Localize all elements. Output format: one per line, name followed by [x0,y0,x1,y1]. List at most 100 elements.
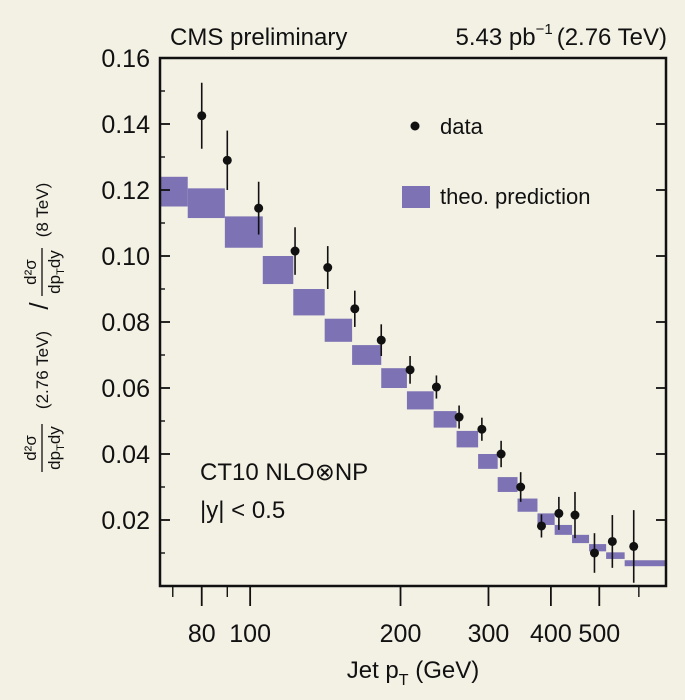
data-marker-0 [197,111,207,121]
theory-band-15 [554,524,573,535]
data-point-8 [431,375,441,399]
data-marker-15 [570,510,580,520]
theory-band-2 [224,216,263,248]
data-point-10 [477,417,487,441]
x-tick-label-2: 200 [380,620,422,648]
theory-band-19 [624,560,666,567]
x-tick-label-3: 300 [468,620,510,648]
x-label-text: Jet p [347,657,399,684]
energy-label: (2.76 TeV) [557,24,667,51]
theory-band-11 [478,454,498,469]
data-point-0 [197,82,207,149]
x-axis-label: Jet pT (GeV) [347,657,480,689]
theory-band-1 [187,188,225,219]
theory-band-6 [352,345,382,365]
x-label-unit: (GeV) [409,657,480,684]
y-tick-label-6: 0.14 [101,111,150,139]
data-point-18 [629,510,639,583]
y-den1-dy: dy [45,426,64,444]
x-tick-label-4: 400 [530,620,572,648]
y-den1-sub: T [55,444,67,451]
data-point-4 [323,246,333,289]
data-marker-4 [323,263,333,273]
data-marker-16 [589,548,599,558]
data-marker-6 [376,335,386,345]
theory-band-5 [324,318,353,342]
data-point-17 [607,515,617,568]
y-tick-label-2: 0.06 [101,375,150,403]
y-label-den1: dpTdy [45,426,67,470]
y-tick-label-1: 0.04 [101,441,150,469]
x-tick-label-5: 500 [578,620,620,648]
theory-band-7 [381,368,407,388]
data-marker-8 [431,382,441,392]
theory-band-14 [537,513,555,525]
data-point-13 [536,514,546,538]
data-marker-11 [496,449,506,459]
legend-theory-swatch [402,186,430,208]
theory-band-12 [497,477,518,492]
data-point-2 [254,181,264,235]
annotation-rapidity: |y| < 0.5 [200,497,285,524]
theory-band-16 [572,534,590,544]
x-tick-label-1: 100 [229,620,271,648]
y-tick-label-4: 0.10 [101,243,150,271]
theory-band-17 [589,544,607,552]
y-den1-dp: dp [45,451,64,470]
legend: data theo. prediction [402,114,590,209]
data-marker-3 [290,246,300,256]
theory-band-18 [606,552,625,559]
data-points-layer [197,82,639,583]
y-label-slash: / [24,302,54,310]
data-point-5 [350,290,360,327]
theory-band-9 [433,411,457,428]
data-point-9 [454,405,464,429]
data-point-1 [222,130,232,190]
y-label-den2: dpTdy [45,250,67,294]
theory-band-13 [517,498,538,512]
data-point-6 [376,324,386,356]
legend-theory-label: theo. prediction [440,184,590,209]
data-point-11 [496,440,506,468]
data-point-14 [554,496,564,530]
x-axis: 80 100 200 300 400 500 [172,586,640,648]
y-tick-label-7: 0.16 [101,45,150,73]
x-label-subscript: T [399,672,409,689]
data-marker-2 [254,203,264,213]
y-axis-label: d²σ dpTdy (2.76 TeV) / d²σ dpTdy (8 TeV) [21,183,67,472]
data-marker-18 [629,541,639,551]
y-axis: 0.02 0.04 0.06 0.08 0.10 0.12 0.14 0.16 [101,45,666,554]
y-den2-dp: dp [45,275,64,294]
data-marker-12 [516,482,526,492]
data-marker-17 [607,536,617,546]
plot-area [160,58,666,586]
data-marker-1 [222,155,232,165]
data-marker-10 [477,424,487,434]
theory-band-3 [262,256,294,285]
data-marker-7 [405,365,415,375]
data-point-15 [570,491,580,539]
data-point-7 [405,355,415,384]
data-point-16 [589,533,599,573]
theory-band-0 [160,176,188,207]
theory-band-8 [406,391,434,410]
data-point-3 [290,227,300,275]
y-tick-label-3: 0.08 [101,309,150,337]
theory-band-4 [293,289,325,316]
y-label-energy-num: (2.76 TeV) [33,331,52,409]
y-label-num1: d²σ [21,435,40,461]
annotation-model: CT10 NLO⊗NP [200,459,368,486]
theory-band-10 [456,430,479,448]
legend-data-label: data [440,114,484,139]
data-point-12 [516,472,526,502]
chart-title-left: CMS preliminary [170,24,347,51]
legend-data-marker [410,121,420,131]
theory-band-layer [160,176,666,567]
y-label-num2: d²σ [21,259,40,285]
lumi-exponent: −1 [536,21,553,38]
y-den2-dy: dy [45,250,64,268]
y-tick-label-5: 0.12 [101,177,150,205]
data-marker-13 [536,521,546,531]
x-tick-label-0: 80 [188,620,216,648]
